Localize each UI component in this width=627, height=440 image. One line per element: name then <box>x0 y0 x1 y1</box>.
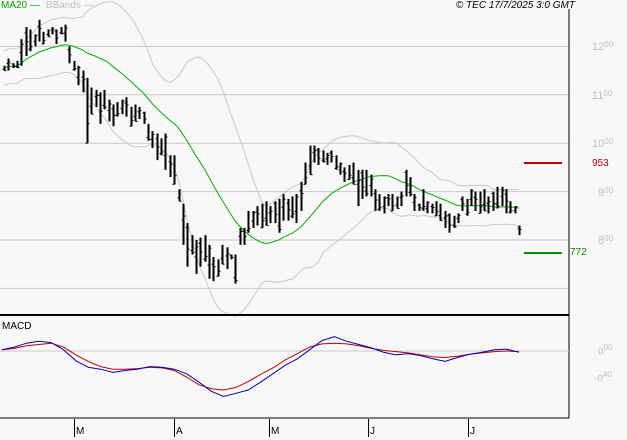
legend-bbands: BBands — <box>45 0 94 11</box>
price-axis-label: 900 <box>598 185 614 199</box>
legend-ma20: MA20 — <box>1 0 40 11</box>
x-axis-ticks <box>74 419 469 437</box>
price-axis-label: 1000 <box>592 137 614 151</box>
macd-zero-dec: 00 <box>603 343 613 352</box>
x-axis-label: M <box>76 426 85 437</box>
ohlc-bars <box>2 19 522 284</box>
x-axis-label: J <box>470 426 475 437</box>
legend-ma20-label: MA20 <box>1 0 28 11</box>
macd-title: MACD <box>2 321 32 332</box>
price-gridlines <box>0 45 569 289</box>
macd-axis-label-zero: 000 <box>598 343 613 358</box>
price-axis-label: 800 <box>598 234 614 247</box>
macd-neg-dec: 40 <box>602 370 612 379</box>
macd-signal-line <box>1 342 520 391</box>
copyright-timestamp: © TEC 17/7/2025 3:0 GMT <box>455 0 575 11</box>
resistance-label: 953 <box>592 158 609 169</box>
support-resistance-lines <box>524 162 562 254</box>
ma20-line <box>3 44 520 244</box>
price-axis-label: 1200 <box>592 40 614 54</box>
price-axis-label: 1100 <box>592 88 613 102</box>
x-axis-label: M <box>271 426 280 437</box>
macd-line <box>1 336 520 398</box>
macd-axis-label-neg: -040 <box>594 370 612 385</box>
x-axis-label: A <box>176 426 183 437</box>
x-axis-label: J <box>370 426 375 437</box>
legend-bbands-label: BBands <box>45 0 81 11</box>
support-label: 772 <box>570 247 587 258</box>
bollinger-bands <box>3 1 520 317</box>
chart-legend: MA20 — BBands — <box>1 0 94 12</box>
